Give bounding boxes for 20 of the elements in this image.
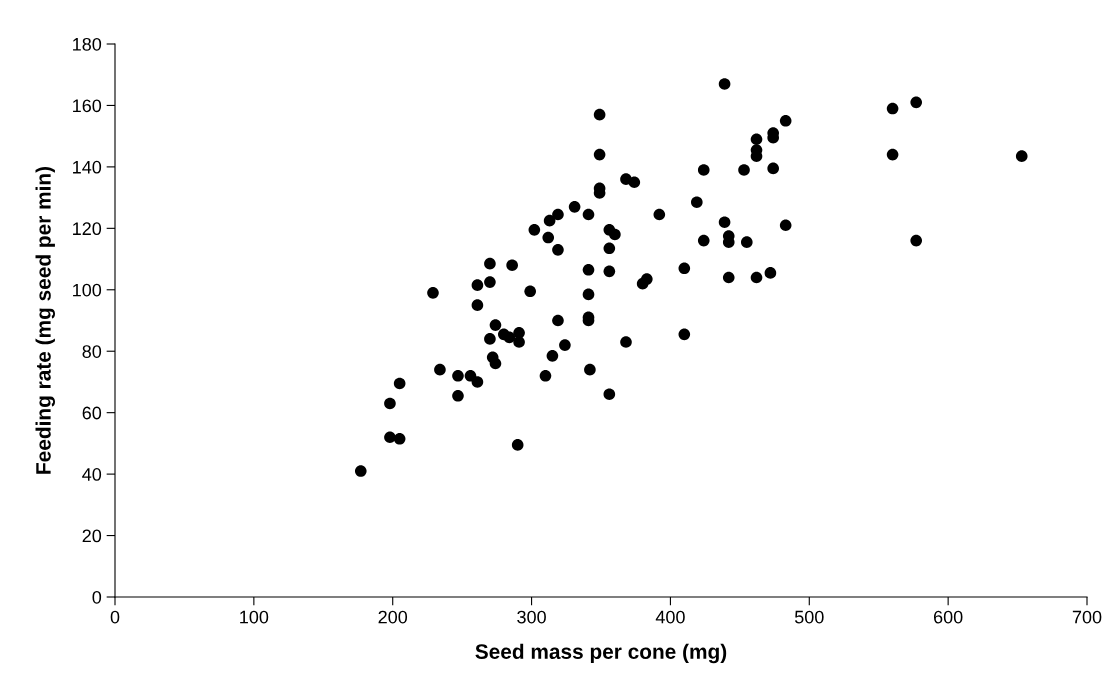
y-tick-label: 160	[73, 99, 102, 113]
x-tick-label: 600	[934, 610, 963, 624]
x-tick-label: 500	[794, 610, 824, 624]
y-tick-label: 60	[82, 406, 102, 420]
y-tick-label: 0	[92, 590, 102, 604]
y-tick-label: 140	[73, 160, 102, 174]
x-axis-title: Seed mass per cone (mg)	[475, 643, 727, 664]
x-tick-label: 100	[240, 610, 269, 624]
x-tick-label: 0	[110, 610, 120, 624]
x-tick-label: 400	[655, 610, 685, 624]
y-tick-label: 180	[73, 37, 102, 51]
y-tick-label: 120	[73, 222, 102, 236]
y-tick-label: 20	[82, 529, 102, 543]
y-tick-label: 100	[73, 283, 102, 297]
x-tick-label: 200	[378, 610, 408, 624]
y-tick-label: 40	[82, 468, 102, 481]
x-tick-label: 700	[1072, 610, 1102, 624]
x-tick-label: 300	[517, 610, 546, 624]
y-tick-label: 80	[82, 345, 102, 358]
y-axis-title: Feeding rate (mg seed per min)	[35, 166, 56, 474]
